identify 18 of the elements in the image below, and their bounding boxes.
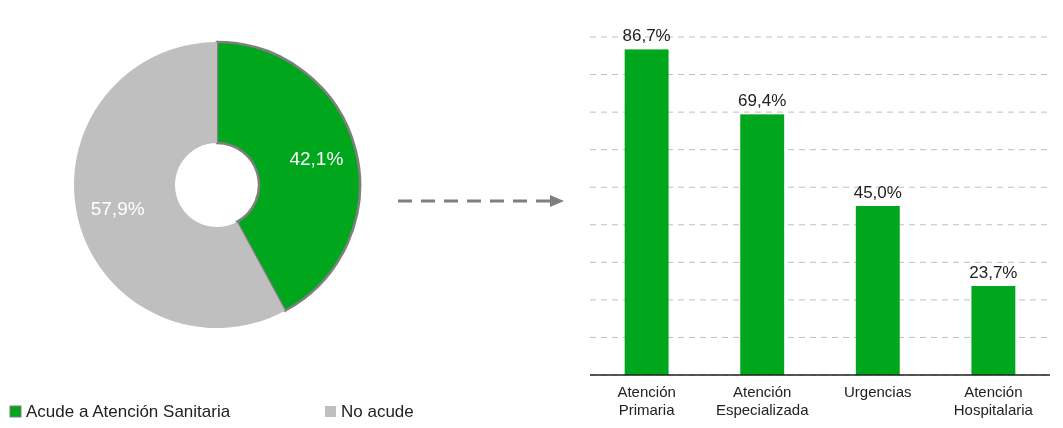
donut-slice [74,42,286,328]
data-label: 23,7% [969,262,1018,282]
data-label: 45,0% [853,183,902,202]
data-label: 42,1% [289,147,344,169]
x-tick-label: Atención Especializada [715,383,810,418]
donut-slice [215,40,361,312]
x-tick-label: Urgencias [844,383,912,400]
bar [971,285,1016,375]
bar [855,206,900,375]
legend-label: No acude [341,402,414,421]
data-label: 86,7% [622,26,671,46]
bar [740,114,785,375]
legend-label: Acude a Atención Sanitaria [26,402,231,421]
data-label: 57,9% [90,198,145,220]
bar [624,49,669,375]
x-tick-label: Atención Primaria [617,383,676,418]
data-label: 69,4% [738,91,787,111]
x-tick-label: Atención Hospitalaria [953,383,1034,418]
